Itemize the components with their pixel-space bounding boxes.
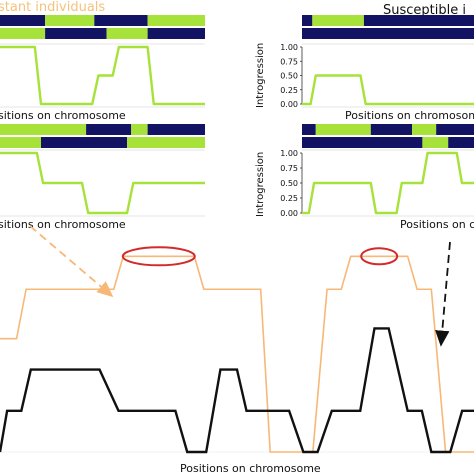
- panel-xlabel-right-top: Positions on chromosome: [345, 109, 474, 122]
- strand2-segment-0: [0, 28, 46, 39]
- strand2-segment-2: [448, 137, 474, 148]
- panel-xlabel-left-top: sitions on chromosome: [0, 109, 126, 122]
- strand2-segment-1: [422, 137, 449, 148]
- resistant-title: stant individuals: [0, 0, 105, 15]
- panel-xlabel-right-bottom: Positions on ch: [400, 218, 474, 231]
- strand2-segment-0: [302, 28, 474, 39]
- highlight-ellipse-1: [121, 246, 196, 267]
- introgression-line: [0, 151, 205, 215]
- series-resistant-line: [0, 255, 474, 453]
- strand2-segment-2: [106, 28, 148, 39]
- introgression-line: [302, 151, 474, 215]
- strand1-segment-3: [412, 124, 437, 135]
- strand1-segment-2: [131, 124, 148, 135]
- y-tick-label: 0.00: [280, 100, 298, 109]
- strand2-segment-0: [0, 137, 41, 148]
- y-tick-label: 0.25: [280, 86, 298, 95]
- strand2-segment-1: [45, 28, 107, 39]
- strand1-segment-1: [86, 124, 132, 135]
- susceptible-panel-1: 1.00 0.75 0.50 0.25 0.00: [280, 15, 474, 109]
- susceptible-panel-2: 1.00 0.75 0.50 0.25 0.00: [280, 124, 474, 218]
- strand1-segment-0: [0, 124, 87, 135]
- strand2-segment-1: [41, 137, 128, 148]
- y-tick-label: 0.50: [280, 179, 298, 188]
- susceptible-arrow: [435, 241, 451, 347]
- y-tick-label: 0.75: [280, 164, 298, 173]
- summary-chart: [0, 246, 474, 454]
- series-susceptible-line: [0, 327, 474, 454]
- strand2-segment-0: [302, 137, 423, 148]
- resistant-panel-2: [0, 124, 205, 217]
- y-tick-label: 0.50: [280, 72, 298, 81]
- strand1-segment-1: [312, 15, 364, 26]
- strand1-segment-0: [302, 15, 313, 26]
- y-tick-label: 1.00: [280, 43, 298, 52]
- susceptible-title: Susceptible i: [383, 3, 466, 18]
- y-tick-label: 0.75: [280, 57, 298, 66]
- strand1-segment-2: [370, 124, 413, 135]
- summary-xlabel: Positions on chromosome: [180, 462, 321, 474]
- strand1-segment-0: [0, 15, 46, 26]
- strand2-segment-3: [147, 28, 205, 39]
- strand1-segment-4: [436, 124, 474, 135]
- ylabel-top: Introgression: [255, 43, 266, 108]
- strand1-segment-2: [94, 15, 148, 26]
- strand1-segment-0: [302, 124, 316, 135]
- introgression-line: [302, 74, 474, 106]
- strand1-segment-2: [363, 15, 474, 26]
- strand1-segment-3: [147, 124, 205, 135]
- resistant-arrow: [29, 225, 114, 298]
- resistant-panel-1: [0, 15, 205, 108]
- y-tick-label: 0.25: [280, 194, 298, 203]
- ylabel-bottom: Introgression: [255, 152, 266, 217]
- strand1-segment-1: [45, 15, 95, 26]
- panel-xlabel-left-bottom: sitions on chromosome: [0, 218, 126, 231]
- strand2-segment-2: [127, 137, 205, 148]
- y-tick-label: 0.00: [280, 209, 298, 218]
- strand1-segment-3: [147, 15, 205, 26]
- highlight-ellipse-2: [360, 247, 399, 266]
- strand1-segment-1: [315, 124, 371, 135]
- y-tick-label: 1.00: [280, 149, 298, 158]
- introgression-line: [0, 45, 205, 106]
